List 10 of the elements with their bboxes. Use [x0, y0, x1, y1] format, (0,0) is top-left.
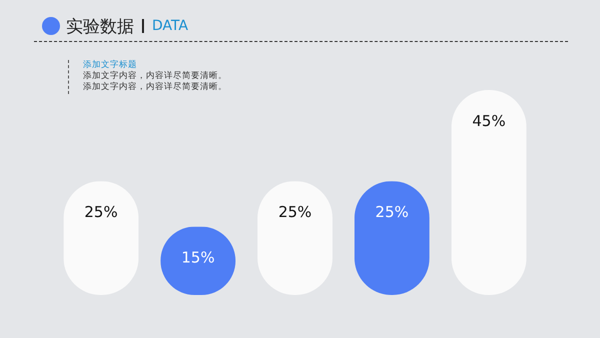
- chart-title: 实验数据: [66, 16, 134, 38]
- text: 添加文字内容，内容详尽简要清晰。: [83, 71, 227, 82]
- annotation: 添加文字内容，内容详尽简要清晰。: [83, 82, 227, 93]
- data-label: 15%: [181, 248, 215, 267]
- data-label: 25%: [278, 203, 312, 222]
- data-label: 25%: [375, 203, 409, 222]
- chart-subtitle: DATA: [152, 18, 188, 34]
- data-label: 25%: [84, 203, 118, 222]
- data-label: 45%: [472, 112, 506, 130]
- text: 添加文字标题: [83, 60, 138, 70]
